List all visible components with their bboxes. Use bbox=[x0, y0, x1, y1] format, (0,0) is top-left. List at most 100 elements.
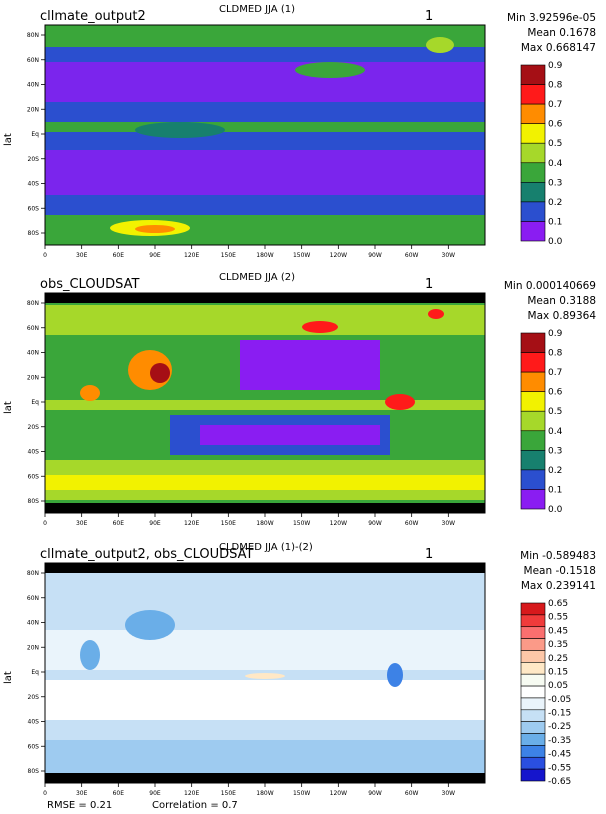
lon-tick-label: 90E bbox=[149, 520, 161, 527]
colorbar-swatch bbox=[520, 352, 546, 373]
panel3-number: 1 bbox=[425, 547, 434, 562]
panel1-stat-mean: Mean 0.1678 bbox=[527, 27, 596, 39]
colorbar-label: 0.4 bbox=[548, 159, 563, 169]
lat-tick-label: 60S bbox=[28, 743, 40, 750]
lat-tick-label: 20S bbox=[28, 156, 40, 163]
lon-tick-label: 60E bbox=[113, 252, 125, 259]
colorbar-label: -0.65 bbox=[548, 777, 571, 787]
lat-tick-label: 20N bbox=[27, 106, 39, 113]
correlation-label: Correlation = 0.7 bbox=[152, 800, 238, 811]
map3-field bbox=[45, 563, 485, 783]
colorbar-swatch bbox=[520, 201, 546, 222]
panel1-left-title: cllmate_output2 bbox=[40, 9, 146, 24]
colorbar-swatch bbox=[520, 64, 546, 85]
colorbar-label: 0.6 bbox=[548, 388, 563, 398]
colorbar-label: 0.45 bbox=[548, 626, 568, 636]
colorbar-swatch bbox=[520, 221, 546, 242]
lon-tick-label: 90W bbox=[368, 790, 382, 797]
lon-tick-label: 0 bbox=[43, 520, 47, 527]
colorbar-label: 0.5 bbox=[548, 407, 562, 417]
colorbar-swatch bbox=[520, 768, 546, 782]
panel2-left-title: obs_CLOUDSAT bbox=[40, 277, 140, 292]
colorbar-swatch bbox=[520, 673, 546, 687]
colorbar-swatch bbox=[520, 489, 546, 510]
colorbar-label: 0.3 bbox=[548, 446, 562, 456]
colorbar-swatch bbox=[520, 123, 546, 144]
lon-tick-label: 90W bbox=[368, 520, 382, 527]
lat-tick-label: 20N bbox=[27, 644, 39, 651]
lon-tick-label: 150W bbox=[293, 520, 310, 527]
colorbar-swatch bbox=[520, 182, 546, 203]
map1-field bbox=[45, 25, 485, 245]
colorbar-label: 0.25 bbox=[548, 654, 568, 664]
panel3-left-title: cllmate_output2, obs_CLOUDSAT bbox=[40, 547, 254, 562]
lat-tick-label: Eq bbox=[31, 669, 39, 676]
colorbar-label: -0.45 bbox=[548, 750, 571, 760]
panel2-stat-max: Max 0.89364 bbox=[527, 310, 596, 322]
lat-tick-label: 80N bbox=[27, 570, 39, 577]
colorbar-label: -0.35 bbox=[548, 736, 571, 746]
lon-tick-label: 90E bbox=[149, 252, 161, 259]
panel2-stat-min: Min 0.000140669 bbox=[503, 280, 596, 292]
lon-tick-label: 120W bbox=[330, 520, 347, 527]
colorbar-label: 0.5 bbox=[548, 139, 562, 149]
lat-tick-label: 60N bbox=[27, 595, 39, 602]
lat-tick-label: 40N bbox=[27, 82, 39, 89]
lon-tick-label: 60E bbox=[113, 520, 125, 527]
lon-tick-label: 90E bbox=[149, 790, 161, 797]
panel3-stat-max: Max 0.239141 bbox=[520, 580, 596, 592]
lon-tick-label: 30W bbox=[442, 520, 456, 527]
panel3-stat-min: Min -0.589483 bbox=[520, 550, 596, 562]
colorbar-label: 0.7 bbox=[548, 368, 562, 378]
lon-tick-label: 180W bbox=[256, 790, 273, 797]
colorbar-swatch bbox=[520, 602, 546, 616]
lat-tick-label: 20N bbox=[27, 374, 39, 381]
colorbar-swatch bbox=[520, 391, 546, 412]
lon-tick-label: 120E bbox=[184, 520, 199, 527]
colorbar-label: 0.0 bbox=[548, 237, 563, 247]
lon-tick-label: 120W bbox=[330, 252, 347, 259]
lat-tick-label: 80N bbox=[27, 32, 39, 39]
colorbar-swatch bbox=[520, 733, 546, 746]
lat-tick-label: 80S bbox=[28, 768, 40, 775]
lat-tick-label: 60N bbox=[27, 57, 39, 64]
colorbar-swatch bbox=[520, 371, 546, 392]
panel2-stat-mean: Mean 0.3188 bbox=[527, 295, 596, 307]
colorbar-label: 0.1 bbox=[548, 485, 562, 495]
colorbar-label: -0.05 bbox=[548, 695, 571, 705]
colorbar-swatch bbox=[520, 469, 546, 490]
lon-tick-label: 30E bbox=[76, 252, 88, 259]
colorbar-label: 0.6 bbox=[548, 120, 563, 130]
colorbar-label: 0.15 bbox=[548, 667, 568, 677]
colorbar-swatch bbox=[520, 614, 546, 628]
lon-tick-label: 30W bbox=[442, 790, 456, 797]
lon-tick-label: 30E bbox=[76, 790, 88, 797]
lon-tick-label: 180W bbox=[256, 520, 273, 527]
colorbar-swatch bbox=[520, 103, 546, 124]
colorbar-label: 0.8 bbox=[548, 81, 563, 91]
lat-tick-label: 80N bbox=[27, 300, 39, 307]
lat-tick-label: 40N bbox=[27, 620, 39, 627]
lat-tick-label: 40S bbox=[28, 181, 40, 188]
colorbar-label: 0.3 bbox=[548, 178, 562, 188]
colorbar-swatch bbox=[520, 650, 546, 663]
colorbar-swatch bbox=[520, 84, 546, 105]
lat-tick-label: 60N bbox=[27, 325, 39, 332]
colorbar-label: 0.9 bbox=[548, 329, 563, 339]
colorbar-swatch bbox=[520, 162, 546, 183]
lon-tick-label: 150E bbox=[221, 790, 236, 797]
lat-tick-label: Eq bbox=[31, 131, 39, 138]
lon-tick-label: 60W bbox=[405, 790, 419, 797]
lat-tick-label: 60S bbox=[28, 473, 40, 480]
lon-tick-label: 150E bbox=[221, 520, 236, 527]
colorbar-swatch bbox=[520, 450, 546, 471]
colorbar-swatch bbox=[520, 685, 546, 699]
lon-tick-label: 0 bbox=[43, 252, 47, 259]
panel1-center-title: CLDMED JJA (1) bbox=[219, 4, 295, 15]
map2-field bbox=[45, 293, 485, 513]
colorbar-swatch bbox=[520, 142, 546, 164]
lat-tick-label: 20S bbox=[28, 694, 40, 701]
panel1-stat-min: Min 3.92596e-05 bbox=[507, 12, 596, 24]
lat-tick-label: 40S bbox=[28, 449, 40, 456]
